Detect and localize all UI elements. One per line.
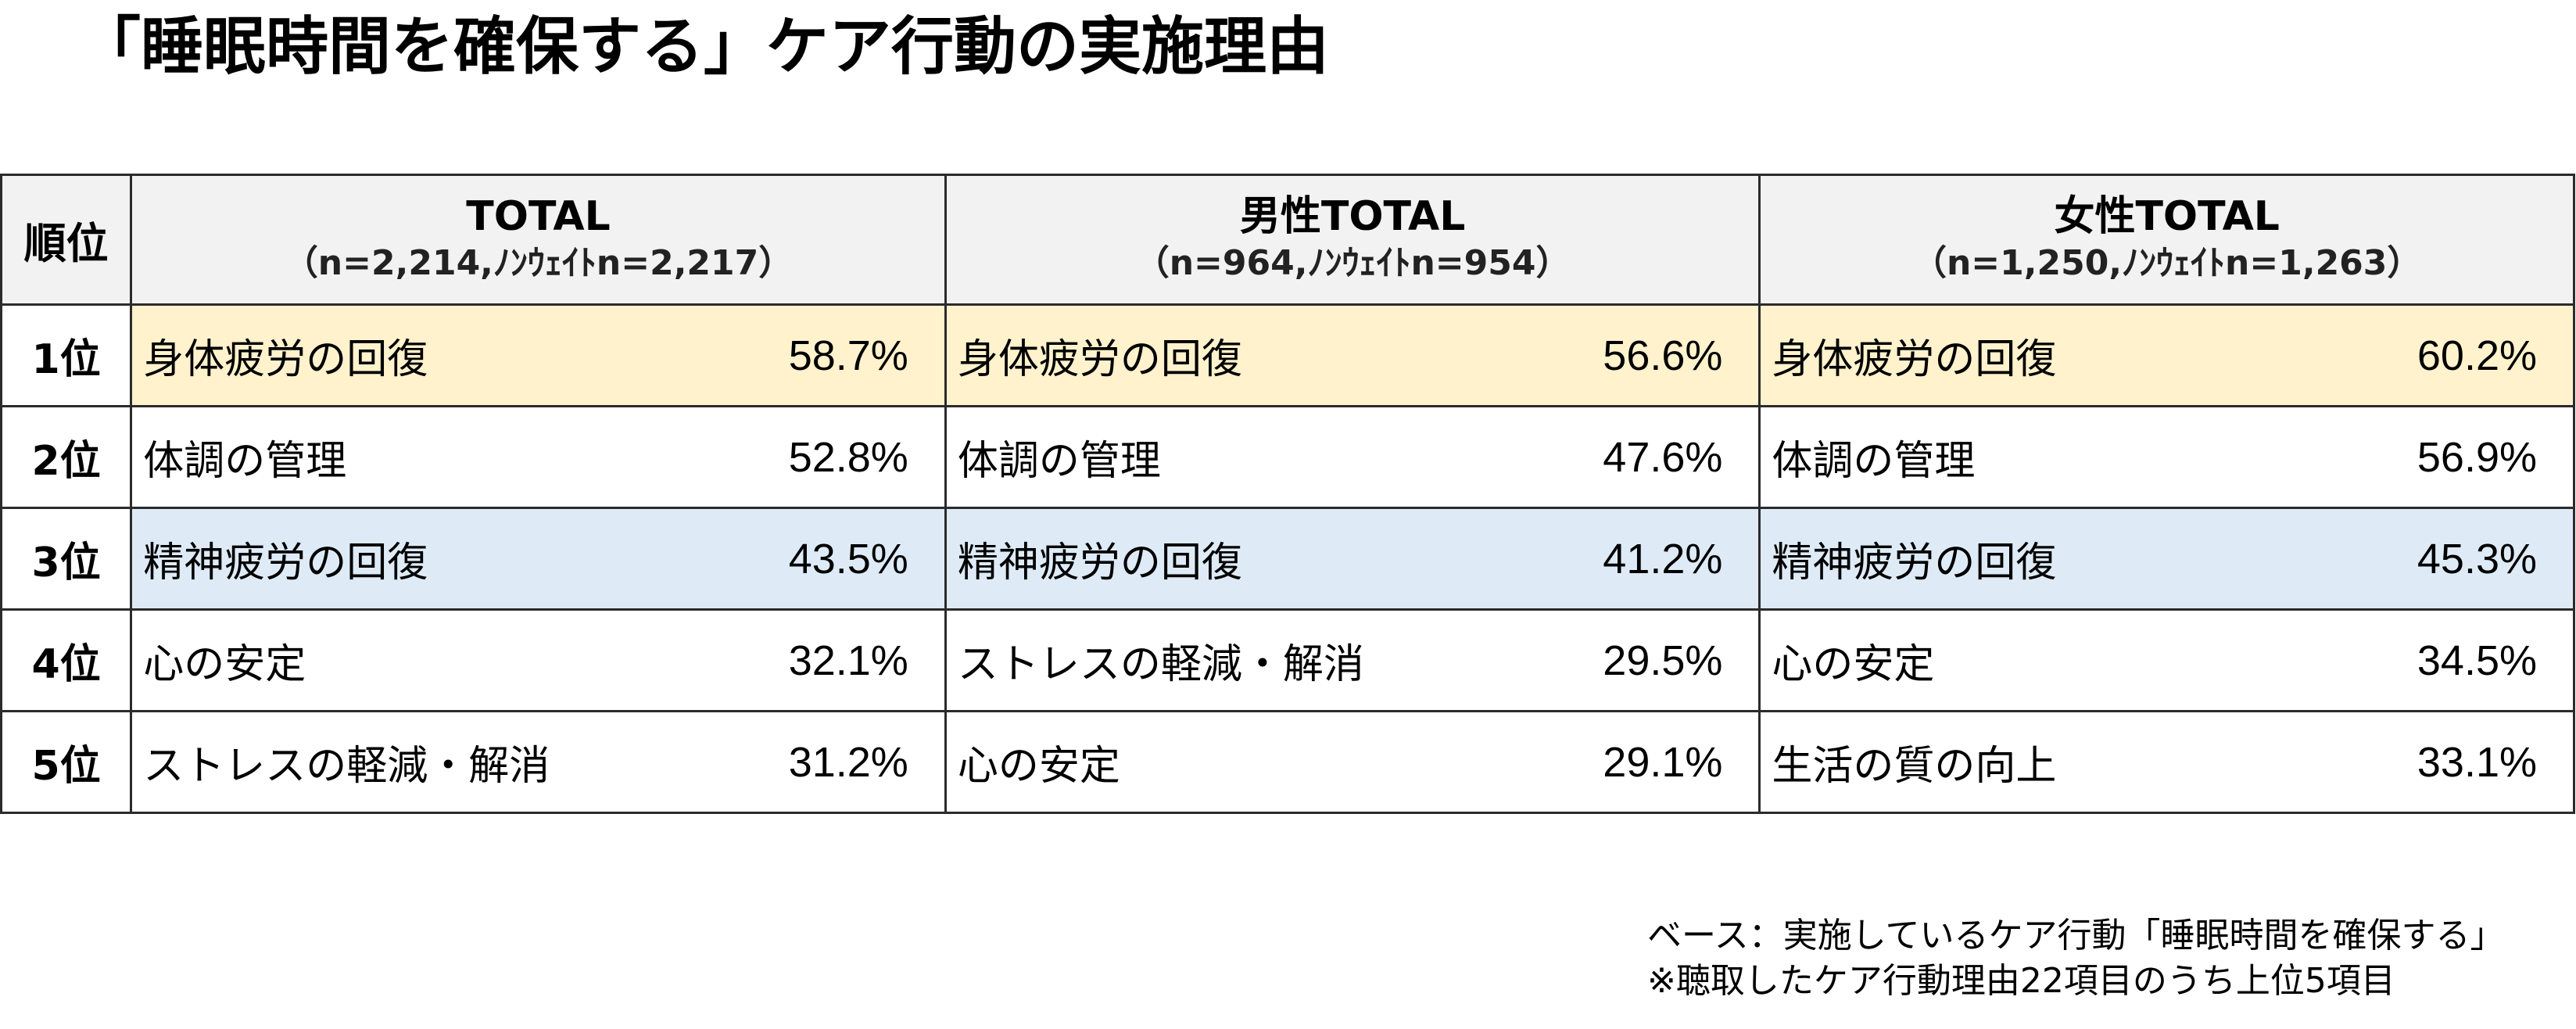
reason-percentage: 45.3% — [2417, 535, 2537, 583]
page-title: 「睡眠時間を確保する」ケア行動の実施理由 — [78, 10, 1329, 83]
reason-label: 身体疲労の回復 — [143, 336, 428, 383]
reason-label: 体調の管理 — [957, 438, 1161, 485]
reason-cell: 心の安定 32.1% — [130, 608, 947, 712]
reason-percentage: 34.5% — [2417, 636, 2537, 684]
reason-percentage: 58.7% — [788, 332, 908, 379]
segment-header-total: TOTAL （n=2,214,ﾉﾝｳｪｲﾄn=2,217） — [130, 174, 947, 306]
reason-label: ストレスの軽減・解消 — [957, 641, 1364, 688]
reason-cell: 身体疲労の回復 60.2% — [1758, 303, 2575, 407]
reason-percentage: 56.9% — [2417, 433, 2537, 481]
reason-cell: 体調の管理 56.9% — [1758, 405, 2575, 509]
reason-cell: 身体疲労の回復 58.7% — [130, 303, 947, 407]
reason-percentage: 33.1% — [2417, 738, 2537, 786]
table-row: 2位 体調の管理 52.8% 体調の管理 47.6% 体調の管理 56.9% — [0, 405, 2575, 509]
reason-percentage: 47.6% — [1603, 433, 1723, 481]
rank-label: 2位 — [0, 405, 133, 509]
scope-note: ※聴取したケア行動理由22項目のうち上位5項目 — [1647, 961, 2395, 1001]
reason-cell: 体調の管理 52.8% — [130, 405, 947, 509]
ranking-table: 順位 TOTAL （n=2,214,ﾉﾝｳｪｲﾄn=2,217） 男性TOTAL… — [0, 174, 2575, 814]
segment-sample-size: （n=964,ﾉﾝｳｪｲﾄn=954） — [1134, 242, 1571, 283]
reason-cell: 精神疲労の回復 45.3% — [1758, 507, 2575, 611]
reason-label: 心の安定 — [957, 743, 1120, 790]
rank-label: 4位 — [0, 608, 133, 712]
reason-label: 精神疲労の回復 — [143, 540, 428, 586]
segment-title: 女性TOTAL — [2054, 193, 2280, 240]
rank-column-header: 順位 — [0, 174, 133, 306]
reason-label: 身体疲労の回復 — [1772, 336, 2057, 383]
reason-label: 心の安定 — [143, 641, 306, 688]
table-row: 3位 精神疲労の回復 43.5% 精神疲労の回復 41.2% 精神疲労の回復 45.3… — [0, 507, 2575, 611]
reason-cell: 身体疲労の回復 56.6% — [944, 303, 1761, 407]
rank-label: 5位 — [0, 710, 133, 814]
reason-cell: ストレスの軽減・解消 29.5% — [944, 608, 1761, 712]
reason-percentage: 52.8% — [788, 433, 908, 481]
reason-label: 精神疲労の回復 — [1772, 540, 2057, 586]
segment-header-female: 女性TOTAL （n=1,250,ﾉﾝｳｪｲﾄn=1,263） — [1758, 174, 2575, 306]
reason-cell: ストレスの軽減・解消 31.2% — [130, 710, 947, 814]
segment-title: TOTAL — [466, 193, 611, 240]
base-note: ベース：実施しているケア行動「睡眠時間を確保する」 — [1647, 916, 2505, 956]
reason-percentage: 31.2% — [788, 738, 908, 786]
reason-label: 体調の管理 — [143, 438, 347, 485]
table-row: 5位 ストレスの軽減・解消 31.2% 心の安定 29.1% 生活の質の向上 33.1… — [0, 710, 2575, 814]
reason-cell: 心の安定 34.5% — [1758, 608, 2575, 712]
reason-cell: 体調の管理 47.6% — [944, 405, 1761, 509]
table-row: 4位 心の安定 32.1% ストレスの軽減・解消 29.5% 心の安定 34.5% — [0, 608, 2575, 712]
reason-label: 心の安定 — [1772, 641, 1935, 688]
segment-sample-size: （n=2,214,ﾉﾝｳｪｲﾄn=2,217） — [283, 242, 794, 283]
table-header-row: 順位 TOTAL （n=2,214,ﾉﾝｳｪｲﾄn=2,217） 男性TOTAL… — [0, 174, 2575, 306]
reason-label: 生活の質の向上 — [1772, 743, 2057, 790]
segment-sample-size: （n=1,250,ﾉﾝｳｪｲﾄn=1,263） — [1911, 242, 2422, 283]
rank-label: 3位 — [0, 507, 133, 611]
reason-cell: 生活の質の向上 33.1% — [1758, 710, 2575, 814]
segment-header-male: 男性TOTAL （n=964,ﾉﾝｳｪｲﾄn=954） — [944, 174, 1761, 306]
reason-percentage: 41.2% — [1603, 535, 1723, 583]
reason-cell: 精神疲労の回復 43.5% — [130, 507, 947, 611]
reason-percentage: 60.2% — [2417, 332, 2537, 379]
reason-label: ストレスの軽減・解消 — [143, 743, 550, 790]
reason-label: 体調の管理 — [1772, 438, 1976, 485]
footnotes: ベース：実施しているケア行動「睡眠時間を確保する」 ※聴取したケア行動理由22項… — [1647, 913, 2504, 1004]
reason-percentage: 56.6% — [1603, 332, 1723, 379]
reason-label: 身体疲労の回復 — [957, 336, 1242, 383]
reason-percentage: 32.1% — [788, 636, 908, 684]
reason-percentage: 29.1% — [1603, 738, 1723, 786]
reason-label: 精神疲労の回復 — [957, 540, 1242, 586]
table-row: 1位 身体疲労の回復 58.7% 身体疲労の回復 56.6% 身体疲労の回復 60.2… — [0, 303, 2575, 407]
rank-label: 1位 — [0, 303, 133, 407]
reason-cell: 精神疲労の回復 41.2% — [944, 507, 1761, 611]
reason-percentage: 29.5% — [1603, 636, 1723, 684]
reason-cell: 心の安定 29.1% — [944, 710, 1761, 814]
segment-title: 男性TOTAL — [1239, 193, 1466, 240]
reason-percentage: 43.5% — [788, 535, 908, 583]
